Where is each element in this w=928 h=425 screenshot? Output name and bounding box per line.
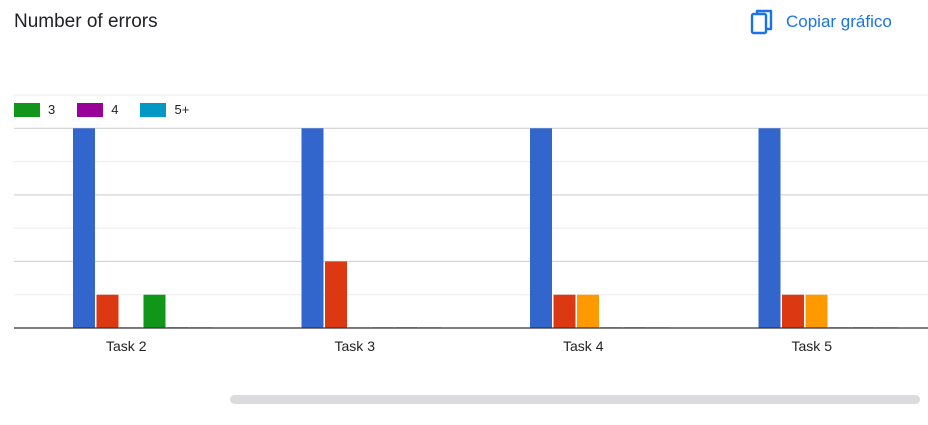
- copy-chart-button[interactable]: Copiar gráfico: [750, 6, 892, 38]
- bar-task-4-series-2: [577, 294, 599, 328]
- legend-item-5plus[interactable]: 5+: [140, 102, 189, 117]
- legend-label: 3: [48, 102, 56, 117]
- x-tick-label: Task 3: [335, 338, 376, 354]
- legend-item-3[interactable]: 3: [14, 102, 55, 117]
- legend-swatch: [14, 102, 40, 117]
- copy-chart-label: Copiar gráfico: [786, 12, 892, 31]
- x-tick-label: Task 4: [563, 338, 604, 354]
- legend-label: 5+: [174, 102, 190, 117]
- legend-swatch: [77, 102, 104, 117]
- bar-task-4-series-0: [530, 128, 552, 328]
- bar-task-2-series-3: [143, 294, 166, 328]
- bar-task-5-series-1: [782, 294, 804, 328]
- bar-task-4-series-1: [553, 294, 576, 328]
- legend-item-4[interactable]: 4: [77, 102, 118, 117]
- copy-icon: [750, 8, 774, 36]
- bar-task-2-series-0: [73, 128, 95, 328]
- chart-legend: 3 4 5+: [14, 102, 211, 117]
- bar-task-3-series-0: [301, 128, 324, 328]
- bar-task-5-series-2: [805, 294, 828, 328]
- legend-label: 4: [111, 102, 119, 117]
- chart-title: Number of errors: [14, 11, 158, 32]
- x-tick-label: Task 2: [106, 338, 147, 354]
- bar-task-2-series-1: [96, 294, 119, 328]
- bar-task-3-series-1: [325, 261, 347, 328]
- bar-task-5-series-0: [758, 128, 781, 328]
- legend-swatch: [140, 102, 167, 117]
- x-tick-label: Task 5: [792, 338, 833, 354]
- horizontal-scrollbar[interactable]: [230, 395, 920, 404]
